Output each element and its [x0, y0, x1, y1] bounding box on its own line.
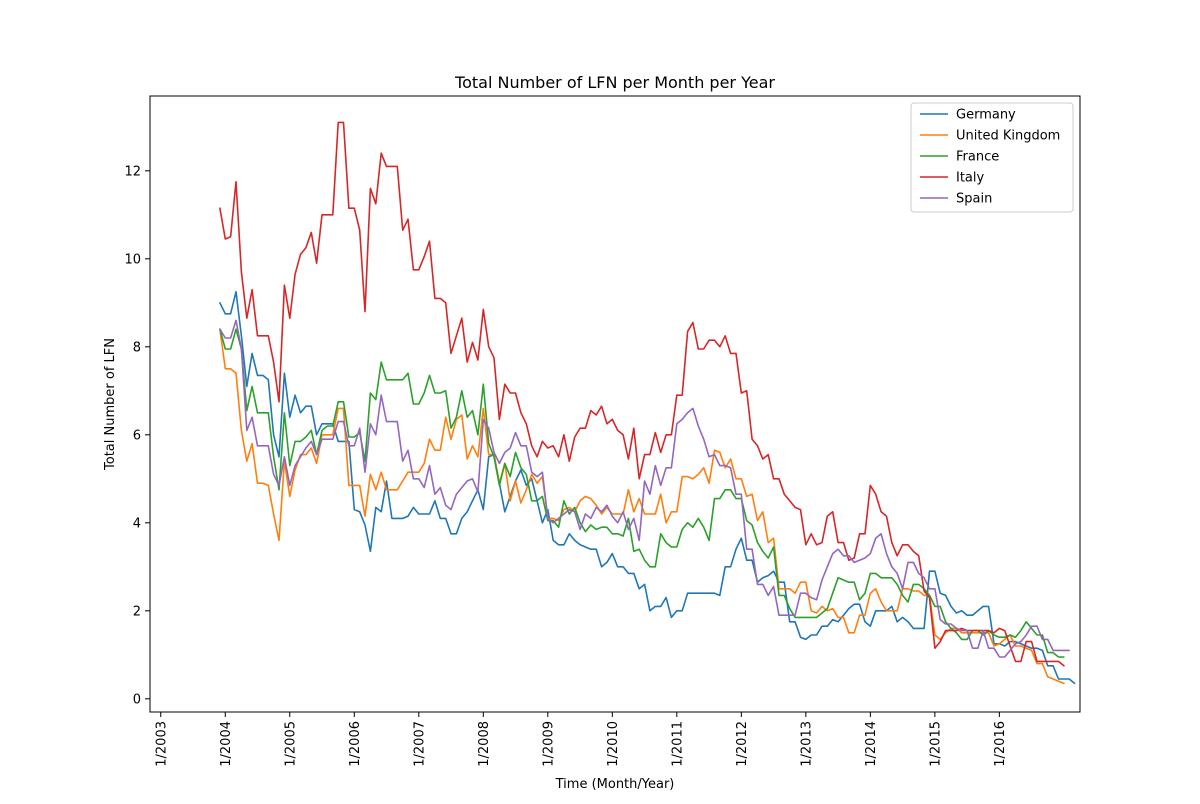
legend-label-germany: Germany: [956, 108, 1016, 123]
y-tick-label: 4: [133, 516, 141, 531]
x-tick-label: 1/2012: [735, 721, 750, 767]
x-tick-label: 1/2008: [477, 721, 492, 767]
legend-label-united-kingdom: United Kingdom: [956, 129, 1060, 144]
y-tick-label: 10: [124, 252, 141, 267]
x-tick-label: 1/2006: [348, 721, 363, 767]
x-tick-label: 1/2003: [154, 721, 169, 767]
x-tick-label: 1/2016: [993, 721, 1008, 767]
y-axis-label: Total Number of LFN: [103, 338, 118, 471]
legend-label-france: France: [956, 150, 999, 165]
y-tick-label: 6: [133, 428, 141, 443]
y-tick-label: 2: [133, 604, 141, 619]
plot-area: [149, 95, 1081, 713]
y-tick-label: 8: [133, 340, 141, 355]
y-tick-label: 0: [133, 692, 141, 707]
legend-label-spain: Spain: [956, 192, 992, 207]
series-line-italy: [219, 121, 1065, 667]
x-tick-label: 1/2014: [864, 721, 879, 767]
chart-title: Total Number of LFN per Month per Year: [454, 73, 775, 92]
legend-label-italy: Italy: [956, 171, 985, 186]
x-axis-label: Time (Month/Year): [555, 777, 675, 792]
x-tick-label: 1/2009: [541, 721, 556, 767]
x-tick-label: 1/2010: [606, 721, 621, 767]
y-axis: 0 2 4 6 8 10 12: [124, 164, 150, 707]
series-line-germany: [219, 290, 1076, 685]
axes-frame: [149, 95, 1081, 713]
legend: Germany United Kingdom France Italy Spain: [910, 102, 1074, 213]
series-line-france: [219, 328, 1065, 658]
x-tick-label: 1/2007: [412, 721, 427, 767]
x-tick-label: 1/2004: [219, 721, 234, 767]
x-tick-label: 1/2005: [283, 721, 298, 767]
y-tick-label: 12: [124, 164, 141, 179]
x-axis: 1/2003 1/2004 1/2005 1/2006 1/2007 1/2008 1/20…: [154, 712, 1008, 767]
series-lines: [219, 121, 1076, 685]
x-tick-label: 1/2013: [799, 721, 814, 767]
legend-box: [910, 102, 1074, 213]
x-tick-label: 1/2015: [928, 721, 943, 767]
series-line-spain: [219, 319, 1070, 658]
x-tick-label: 1/2011: [670, 721, 685, 767]
